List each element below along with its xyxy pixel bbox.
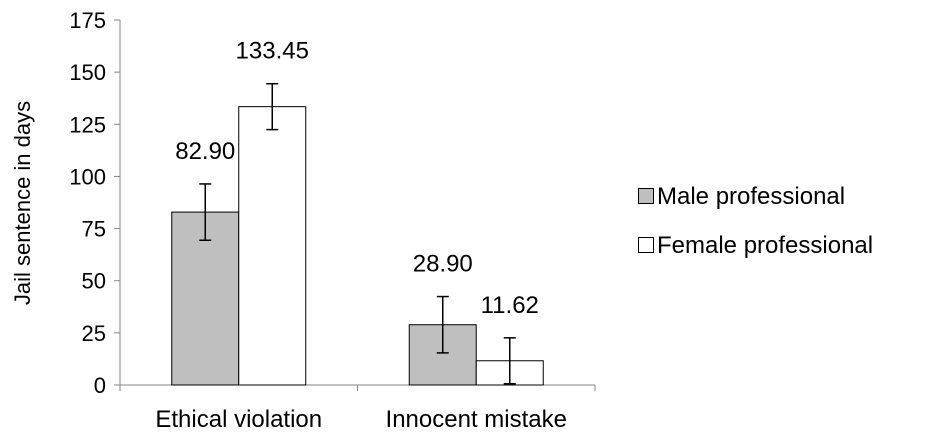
x-category-label: Innocent mistake <box>386 406 567 433</box>
y-axis: 0 25 50 75 100 125 150 175 <box>69 8 121 398</box>
y-tick-label: 150 <box>69 60 106 85</box>
legend-label: Female professional <box>657 232 873 259</box>
y-tick-label: 75 <box>82 217 106 242</box>
data-label: 11.62 <box>481 292 539 319</box>
x-category-label: Ethical violation <box>155 406 322 433</box>
y-tick-label: 100 <box>69 164 106 189</box>
bar <box>238 106 307 386</box>
y-tick-label: 25 <box>82 321 106 346</box>
error-bars <box>199 82 516 385</box>
legend: Male professional Female professional <box>638 183 873 259</box>
legend-swatch <box>638 237 654 253</box>
data-label: 82.90 <box>175 138 235 165</box>
legend-label: Male professional <box>657 183 845 210</box>
data-label: 28.90 <box>413 251 473 278</box>
data-label: 133.45 <box>236 38 309 65</box>
y-tick-label: 175 <box>69 8 106 33</box>
y-axis-title: Jail sentence in days <box>10 101 35 305</box>
bars <box>171 106 544 386</box>
legend-swatch <box>638 188 654 204</box>
y-tick-label: 125 <box>69 112 106 137</box>
bar <box>408 324 477 386</box>
y-tick-label: 50 <box>82 269 106 294</box>
x-axis: Ethical violation Innocent mistake <box>119 384 596 433</box>
y-tick-label: 0 <box>94 373 106 398</box>
data-labels: 82.90 28.90 133.45 11.62 <box>175 38 539 319</box>
